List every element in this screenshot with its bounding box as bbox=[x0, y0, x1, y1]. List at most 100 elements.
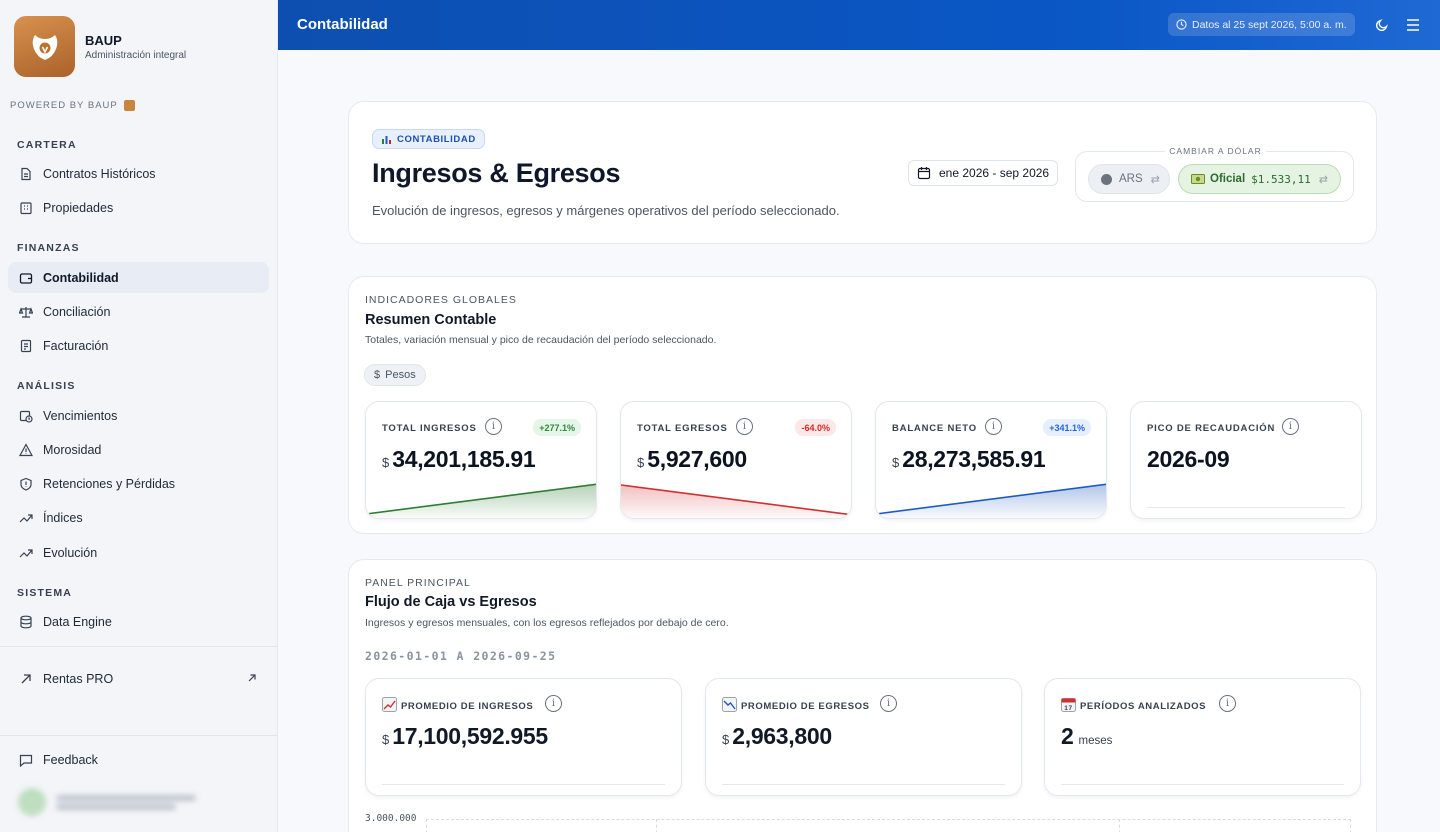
egresos-sparkline bbox=[621, 484, 851, 518]
baup-mini-icon bbox=[123, 100, 135, 111]
sidebar-item-label: Feedback bbox=[43, 752, 98, 767]
sidebar-item-retenciones[interactable]: Retenciones y Pérdidas bbox=[8, 468, 269, 499]
shield-icon bbox=[18, 476, 34, 492]
scale-icon bbox=[18, 304, 34, 320]
trending-up-icon bbox=[18, 545, 34, 561]
feedback-button[interactable]: Feedback bbox=[8, 744, 269, 775]
calendar-clock-icon bbox=[18, 408, 34, 424]
brand-name: BAUP bbox=[85, 32, 122, 48]
kpi-total-egresos: TOTAL EGRESOS i -64.0% $5,927,600 bbox=[620, 401, 852, 519]
external-link-icon bbox=[247, 672, 257, 686]
ingresos-sparkline bbox=[366, 483, 596, 518]
date-range-picker[interactable]: ene 2026 - sep 2026 bbox=[908, 160, 1059, 186]
kpi-label: BALANCE NETO bbox=[892, 423, 977, 434]
powered-by-text: POWERED BY BAUP bbox=[10, 100, 118, 111]
resumen-title: Resumen Contable bbox=[365, 312, 497, 328]
section-badge-text: CONTABILIDAD bbox=[397, 133, 476, 145]
date-range-label: 2026-01-01 A 2026-09-25 bbox=[365, 649, 557, 663]
info-icon[interactable]: i bbox=[1219, 695, 1236, 712]
stat-value: 2 meses bbox=[1061, 723, 1113, 749]
chart-gridline bbox=[656, 819, 657, 832]
sidebar-item-conciliacion[interactable]: Conciliación bbox=[8, 296, 269, 327]
sidebar-item-label: Conciliación bbox=[43, 304, 111, 319]
arrow-up-right-icon bbox=[18, 671, 34, 687]
brand-subtitle: Administración integral bbox=[85, 49, 187, 61]
sidebar-item-contabilidad[interactable]: Contabilidad bbox=[8, 262, 269, 293]
clock-icon bbox=[1176, 19, 1187, 30]
sidebar-item-label: Data Engine bbox=[43, 614, 112, 629]
message-square-icon bbox=[18, 752, 34, 768]
info-icon[interactable]: i bbox=[985, 418, 1002, 435]
info-icon[interactable]: i bbox=[485, 418, 502, 435]
avatar bbox=[18, 788, 46, 816]
oficial-rate-toggle[interactable]: Oficial $1.533,11 ⇄ bbox=[1178, 164, 1341, 194]
section-finanzas: FINANZAS bbox=[17, 242, 80, 254]
sidebar-item-data-engine[interactable]: Data Engine bbox=[8, 606, 269, 637]
section-cartera: CARTERA bbox=[17, 139, 77, 151]
sidebar-item-rentas-pro[interactable]: Rentas PRO bbox=[8, 663, 269, 694]
resumen-card: INDICADORES GLOBALES Resumen Contable To… bbox=[348, 276, 1377, 534]
dollar-icon: $ bbox=[374, 369, 381, 381]
panel-title: Flujo de Caja vs Egresos bbox=[365, 594, 537, 610]
kpi-value: $28,273,585.91 bbox=[892, 446, 1046, 472]
ars-dot-icon bbox=[1101, 173, 1112, 185]
kpi-label: TOTAL EGRESOS bbox=[637, 423, 728, 434]
hero-subtitle: Evolución de ingresos, egresos y márgene… bbox=[372, 203, 840, 218]
sidebar-item-evolucion[interactable]: Evolución bbox=[8, 537, 269, 568]
oficial-rate-value: $1.533,11 bbox=[1251, 172, 1311, 186]
balance-sparkline bbox=[876, 483, 1106, 518]
user-account[interactable] bbox=[18, 784, 258, 820]
sidebar-item-vencimientos[interactable]: Vencimientos bbox=[8, 400, 269, 431]
stat-promedio-ingresos: PROMEDIO DE INGRESOS i $17,100,592.955 bbox=[365, 678, 682, 796]
stat-label: PROMEDIO DE EGRESOS bbox=[722, 697, 870, 715]
info-icon[interactable]: i bbox=[736, 418, 753, 435]
stat-value: $2,963,800 bbox=[722, 723, 832, 749]
sidebar-item-label: Rentas PRO bbox=[43, 671, 114, 686]
currency-chip[interactable]: $ Pesos bbox=[364, 364, 426, 386]
kpi-change-badge: -64.0% bbox=[795, 419, 836, 436]
ars-toggle[interactable]: ARS ⇄ bbox=[1088, 164, 1170, 194]
sidebar-item-label: Contabilidad bbox=[43, 270, 119, 285]
chart-gridline bbox=[426, 819, 1351, 820]
stat-label: 17 PERÍODOS ANALIZADOS bbox=[1061, 697, 1206, 715]
stat-periodos-analizados: 17 PERÍODOS ANALIZADOS i 2 meses bbox=[1044, 678, 1361, 796]
building-icon bbox=[18, 200, 34, 216]
trending-up-icon bbox=[18, 510, 34, 526]
section-sistema: SISTEMA bbox=[17, 587, 73, 599]
sidebar-item-label: Morosidad bbox=[43, 442, 102, 457]
info-icon[interactable]: i bbox=[545, 695, 562, 712]
chart-up-icon bbox=[382, 697, 397, 715]
divider bbox=[0, 735, 278, 736]
sidebar-item-facturacion[interactable]: Facturación bbox=[8, 330, 269, 361]
divider bbox=[0, 646, 278, 647]
resumen-eyebrow: INDICADORES GLOBALES bbox=[365, 294, 517, 306]
stat-label: PROMEDIO DE INGRESOS bbox=[382, 697, 533, 715]
sidebar-item-label: Índices bbox=[43, 510, 83, 525]
currency-switcher-label: CAMBIAR A DÓLAR bbox=[1076, 146, 1355, 156]
sidebar-item-contratos[interactable]: Contratos Históricos bbox=[8, 158, 269, 189]
hero-card: CONTABILIDAD Ingresos & Egresos Evolució… bbox=[348, 101, 1377, 244]
kpi-pico-recaudacion: PICO DE RECAUDACIÓN i 2026-09 bbox=[1130, 401, 1362, 519]
chart-down-icon bbox=[722, 697, 737, 715]
kpi-total-ingresos: TOTAL INGRESOS i +277.1% $34,201,185.91 bbox=[365, 401, 597, 519]
panel-eyebrow: PANEL PRINCIPAL bbox=[365, 577, 471, 589]
resumen-subtitle: Totales, variación mensual y pico de rec… bbox=[365, 334, 717, 346]
divider bbox=[1147, 507, 1345, 508]
divider bbox=[722, 784, 1005, 785]
info-icon[interactable]: i bbox=[880, 695, 897, 712]
divider bbox=[382, 784, 665, 785]
menu-icon[interactable] bbox=[1404, 16, 1422, 34]
brand[interactable]: BAUP Administración integral bbox=[14, 16, 186, 77]
swap-icon: ⇄ bbox=[1150, 173, 1160, 186]
swap-icon: ⇄ bbox=[1318, 173, 1328, 186]
sidebar-item-indices[interactable]: Índices bbox=[8, 502, 269, 533]
sidebar-item-propiedades[interactable]: Propiedades bbox=[8, 192, 269, 223]
chart-gridline bbox=[1350, 819, 1351, 832]
panel-subtitle: Ingresos y egresos mensuales, con los eg… bbox=[365, 617, 729, 629]
moon-icon[interactable] bbox=[1373, 16, 1391, 34]
receipt-icon bbox=[18, 338, 34, 354]
sidebar-item-morosidad[interactable]: Morosidad bbox=[8, 434, 269, 465]
info-icon[interactable]: i bbox=[1282, 418, 1299, 435]
warning-triangle-icon bbox=[18, 442, 34, 458]
data-timestamp-text: Datos al 25 sept 2026, 5:00 a. m. bbox=[1192, 18, 1347, 31]
